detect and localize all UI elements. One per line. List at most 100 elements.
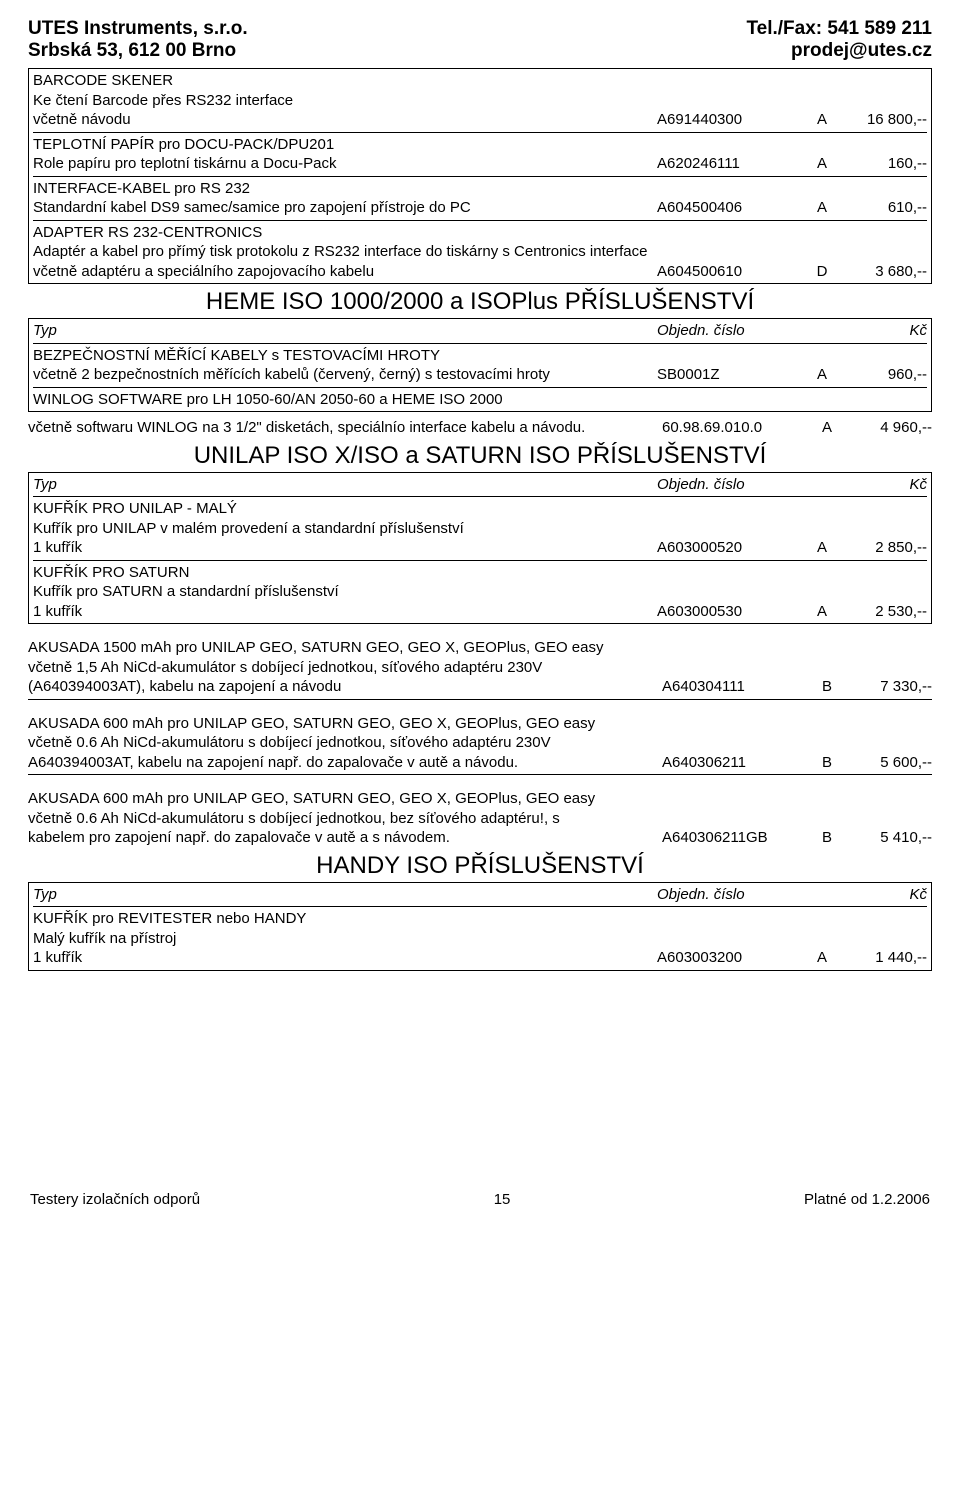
product-item: KUFŘÍK PRO SATURN Kufřík pro SATURN a st… bbox=[33, 563, 927, 622]
item-title: KUFŘÍK PRO SATURN bbox=[33, 563, 927, 583]
item-col: A bbox=[807, 198, 837, 218]
company-tel: Tel./Fax: 541 589 211 bbox=[746, 18, 932, 40]
footer-left: Testery izolačních odporů bbox=[30, 1191, 200, 1208]
divider bbox=[33, 906, 927, 907]
item-code: A603000520 bbox=[657, 538, 807, 558]
item-price: 3 680,-- bbox=[837, 262, 927, 282]
item-code: A640304111 bbox=[662, 677, 812, 697]
item-detail: 1 kufřík bbox=[33, 948, 657, 968]
th-typ: Typ bbox=[33, 475, 657, 495]
para-l3: kabelem pro zapojení např. do zapalovače… bbox=[28, 828, 662, 848]
item-detail: Standardní kabel DS9 samec/samice pro za… bbox=[33, 198, 657, 218]
th-objedn: Objedn. číslo bbox=[657, 475, 807, 495]
item-subtitle: Malý kufřík na přístroj bbox=[33, 929, 927, 949]
divider bbox=[33, 176, 927, 177]
company-email: prodej@utes.cz bbox=[746, 40, 932, 62]
item-col: A bbox=[807, 110, 837, 130]
item-detail: včetně adaptéru a speciálního zapojovací… bbox=[33, 262, 657, 282]
para-l3: (A640394003AT), kabelu na zapojení a náv… bbox=[28, 677, 662, 697]
item-col: A bbox=[807, 948, 837, 968]
divider bbox=[33, 496, 927, 497]
th-objedn: Objedn. číslo bbox=[657, 321, 807, 341]
item-price: 2 530,-- bbox=[837, 602, 927, 622]
product-item: TEPLOTNÍ PAPÍR pro DOCU-PACK/DPU201 Role… bbox=[33, 135, 927, 174]
item-title: BARCODE SKENER bbox=[33, 71, 927, 91]
product-block-3: Typ Objedn. číslo Kč KUFŘÍK PRO UNILAP -… bbox=[28, 472, 932, 625]
divider bbox=[33, 132, 927, 133]
item-detail: včetně 2 bezpečnostních měřících kabelů … bbox=[33, 365, 657, 385]
item-col: B bbox=[812, 677, 842, 697]
th-typ: Typ bbox=[33, 321, 657, 341]
th-kc: Kč bbox=[837, 475, 927, 495]
item-price: 960,-- bbox=[837, 365, 927, 385]
company-address: Srbská 53, 612 00 Brno bbox=[28, 40, 248, 62]
company-name: UTES Instruments, s.r.o. bbox=[28, 18, 248, 40]
product-item: KUFŘÍK PRO UNILAP - MALÝ Kufřík pro UNIL… bbox=[33, 499, 927, 558]
page: UTES Instruments, s.r.o. Srbská 53, 612 … bbox=[0, 0, 960, 1226]
product-item: WINLOG SOFTWARE pro LH 1050-60/AN 2050-6… bbox=[33, 390, 927, 410]
para-l2: včetně 0.6 Ah NiCd-akumulátoru s dobíjec… bbox=[28, 809, 932, 829]
para-l2: včetně 1,5 Ah NiCd-akumulátor s dobíjecí… bbox=[28, 658, 932, 678]
product-item: ADAPTER RS 232-CENTRONICS Adaptér a kabe… bbox=[33, 223, 927, 282]
item-price: 1 440,-- bbox=[837, 948, 927, 968]
item-detail: Role papíru pro teplotní tiskárnu a Docu… bbox=[33, 154, 657, 174]
page-header: UTES Instruments, s.r.o. Srbská 53, 612 … bbox=[28, 18, 932, 62]
paragraph: AKUSADA 1500 mAh pro UNILAP GEO, SATURN … bbox=[28, 638, 932, 700]
item-price: 2 850,-- bbox=[837, 538, 927, 558]
section-title-3: HANDY ISO PŘÍSLUŠENSTVÍ bbox=[28, 852, 932, 880]
footer-page-number: 15 bbox=[494, 1191, 511, 1208]
item-detail: 1 kufřík bbox=[33, 538, 657, 558]
table-header: Typ Objedn. číslo Kč bbox=[33, 475, 927, 495]
divider bbox=[33, 220, 927, 221]
footer-right: Platné od 1.2.2006 bbox=[804, 1191, 930, 1208]
product-block-4: Typ Objedn. číslo Kč KUFŘÍK pro REVITEST… bbox=[28, 882, 932, 971]
product-item: BEZPEČNOSTNÍ MĚŘÍCÍ KABELY s TESTOVACÍMI… bbox=[33, 346, 927, 385]
item-title: INTERFACE-KABEL pro RS 232 bbox=[33, 179, 927, 199]
item-col: A bbox=[812, 418, 842, 438]
product-block-1: BARCODE SKENER Ke čtení Barcode přes RS2… bbox=[28, 68, 932, 284]
paragraph: AKUSADA 600 mAh pro UNILAP GEO, SATURN G… bbox=[28, 714, 932, 776]
divider bbox=[33, 387, 927, 388]
para-l3: A640394003AT, kabelu na zapojení např. d… bbox=[28, 753, 662, 773]
item-code: A640306211 bbox=[662, 753, 812, 773]
item-price: 7 330,-- bbox=[842, 677, 932, 697]
product-item: INTERFACE-KABEL pro RS 232 Standardní ka… bbox=[33, 179, 927, 218]
item-price: 610,-- bbox=[837, 198, 927, 218]
item-col: A bbox=[807, 154, 837, 174]
paragraph: včetně softwaru WINLOG na 3 1/2" disketá… bbox=[28, 418, 932, 438]
item-col: A bbox=[807, 365, 837, 385]
item-price: 4 960,-- bbox=[842, 418, 932, 438]
item-price: 16 800,-- bbox=[837, 110, 927, 130]
item-title: KUFŘÍK PRO UNILAP - MALÝ bbox=[33, 499, 927, 519]
item-col: B bbox=[812, 753, 842, 773]
para-l1: AKUSADA 1500 mAh pro UNILAP GEO, SATURN … bbox=[28, 638, 932, 658]
section-title-2: UNILAP ISO X/ISO a SATURN ISO PŘÍSLUŠENS… bbox=[28, 442, 932, 470]
th-typ: Typ bbox=[33, 885, 657, 905]
item-code: A691440300 bbox=[657, 110, 807, 130]
item-title: ADAPTER RS 232-CENTRONICS bbox=[33, 223, 927, 243]
para-l2: včetně 0.6 Ah NiCd-akumulátoru s dobíjec… bbox=[28, 733, 932, 753]
product-item: BARCODE SKENER Ke čtení Barcode přes RS2… bbox=[33, 71, 927, 130]
para-l1: AKUSADA 600 mAh pro UNILAP GEO, SATURN G… bbox=[28, 789, 932, 809]
item-detail: včetně návodu bbox=[33, 110, 657, 130]
item-title: TEPLOTNÍ PAPÍR pro DOCU-PACK/DPU201 bbox=[33, 135, 927, 155]
item-subtitle: Kufřík pro UNILAP v malém provedení a st… bbox=[33, 519, 927, 539]
item-subtitle: Kufřík pro SATURN a standardní příslušen… bbox=[33, 582, 927, 602]
item-code: SB0001Z bbox=[657, 365, 807, 385]
item-col: A bbox=[807, 538, 837, 558]
item-subtitle: Ke čtení Barcode přes RS232 interface bbox=[33, 91, 927, 111]
item-code: 60.98.69.010.0 bbox=[662, 418, 812, 438]
product-item: KUFŘÍK pro REVITESTER nebo HANDY Malý ku… bbox=[33, 909, 927, 968]
item-title: WINLOG SOFTWARE pro LH 1050-60/AN 2050-6… bbox=[33, 390, 927, 410]
th-kc: Kč bbox=[837, 885, 927, 905]
item-detail: včetně softwaru WINLOG na 3 1/2" disketá… bbox=[28, 418, 662, 438]
item-code: A620246111 bbox=[657, 154, 807, 174]
item-code: A603003200 bbox=[657, 948, 807, 968]
item-title: BEZPEČNOSTNÍ MĚŘÍCÍ KABELY s TESTOVACÍMI… bbox=[33, 346, 927, 366]
item-price: 160,-- bbox=[837, 154, 927, 174]
th-kc: Kč bbox=[837, 321, 927, 341]
th-objedn: Objedn. číslo bbox=[657, 885, 807, 905]
divider bbox=[28, 699, 932, 700]
table-header: Typ Objedn. číslo Kč bbox=[33, 321, 927, 341]
table-header: Typ Objedn. číslo Kč bbox=[33, 885, 927, 905]
